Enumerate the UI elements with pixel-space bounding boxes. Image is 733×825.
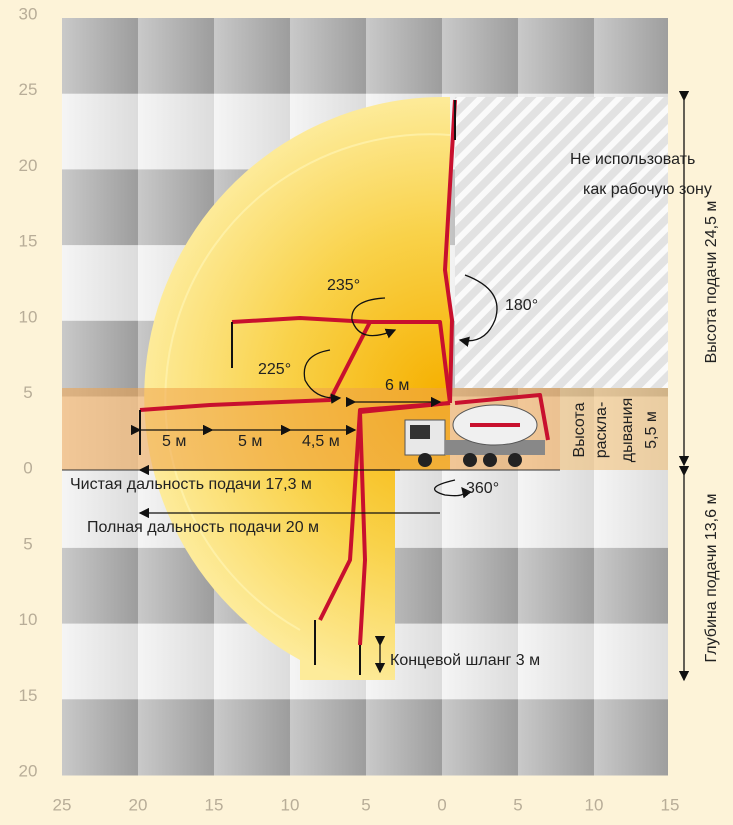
x-axis-label: 25 [53, 795, 72, 814]
grid-row [62, 699, 668, 776]
zone-label: как рабочую зону [583, 181, 712, 198]
x-axis-label: 0 [437, 795, 446, 814]
distance-label: 4,5 м [302, 433, 340, 450]
unfold-label: раскла- [593, 402, 610, 459]
height-label: Высота подачи 24,5 м [703, 201, 720, 364]
angle-label: 360° [466, 480, 499, 497]
y-axis-label: 15 [19, 232, 38, 251]
y-axis-label: 10 [19, 307, 38, 326]
x-axis-label: 5 [513, 795, 522, 814]
unfold-label: Высота [571, 402, 588, 457]
grid-row [62, 18, 668, 95]
x-axis-label: 10 [281, 795, 300, 814]
truck [404, 393, 550, 467]
y-axis-label: 30 [19, 4, 38, 23]
hose-label: Концевой шланг 3 м [390, 652, 540, 669]
angle-label: 180° [505, 297, 538, 314]
y-axis-label: 20 [19, 156, 38, 175]
reach-label: Чистая дальность подачи 17,3 м [70, 476, 312, 493]
angle-label: 235° [327, 277, 360, 294]
x-axis-label: 20 [129, 795, 148, 814]
reach-label: Полная дальность подачи 20 м [87, 519, 319, 536]
unfold-label: 5,5 м [643, 411, 660, 449]
y-axis-label: 15 [19, 686, 38, 705]
unfold-band [560, 388, 668, 470]
y-axis-label: 0 [23, 459, 32, 478]
y-axis-label: 10 [19, 610, 38, 629]
depth-label: Глубина подачи 13,6 м [703, 494, 720, 663]
x-axis-label: 15 [661, 795, 680, 814]
angle-label: 225° [258, 361, 291, 378]
dimension-arrows [130, 90, 690, 682]
x-axis-label: 15 [205, 795, 224, 814]
x-axis-label: 10 [585, 795, 604, 814]
no-use-zone [455, 97, 668, 388]
zone-label: Не использовать [570, 151, 695, 168]
unfold-label: дывания [619, 398, 636, 463]
x-axis-label: 5 [361, 795, 370, 814]
boom [358, 401, 451, 646]
inner-arc [164, 133, 451, 631]
y-axis-label: 20 [19, 761, 38, 780]
distance-label: 6 м [385, 377, 409, 394]
boom [443, 99, 457, 404]
hoses [139, 100, 456, 675]
y-axis-label: 5 [23, 383, 32, 402]
distance-label: 5 м [238, 433, 262, 450]
boom [139, 320, 440, 412]
distance-label: 5 м [162, 433, 186, 450]
y-axis-label: 5 [23, 534, 32, 553]
y-axis-label: 25 [19, 80, 38, 99]
